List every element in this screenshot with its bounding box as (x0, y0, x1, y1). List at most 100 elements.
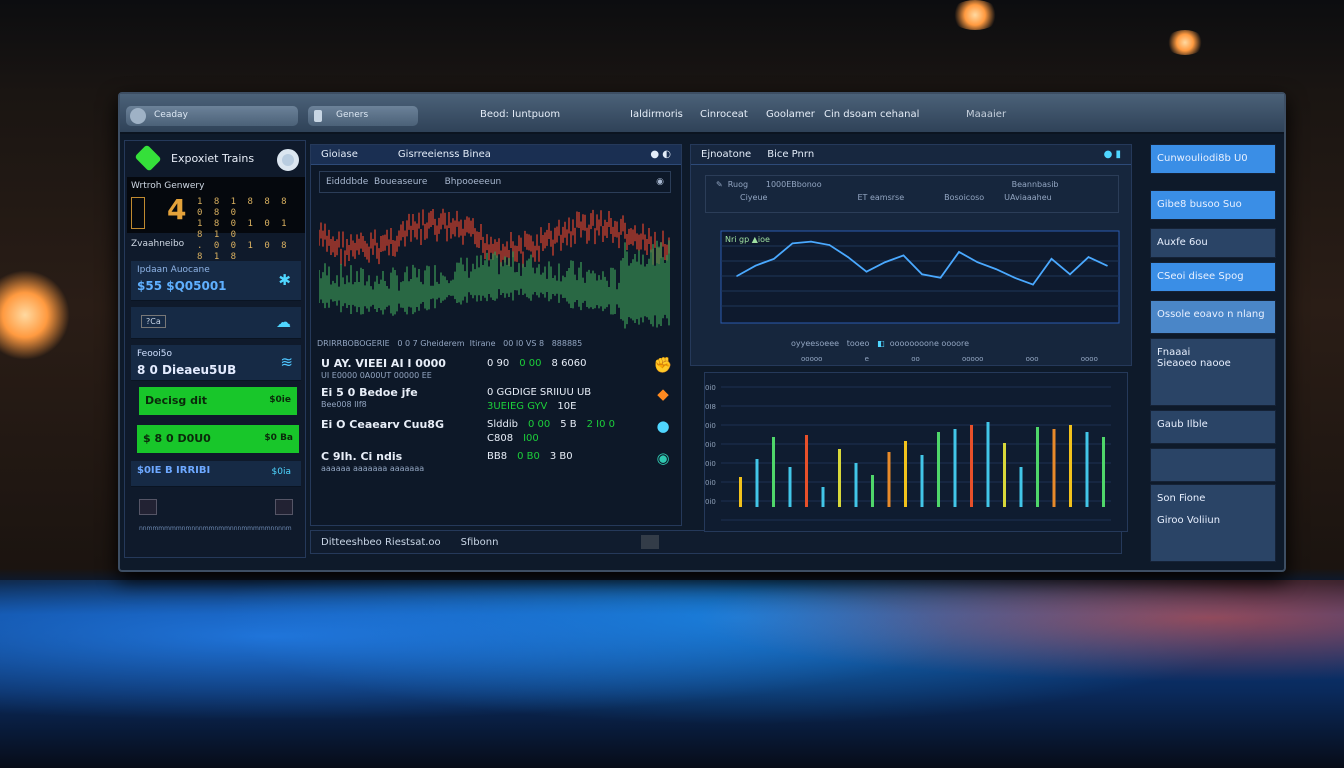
more-icon[interactable]: ● ◐ (650, 149, 671, 160)
data-point (828, 244, 831, 246)
volume-bar (739, 477, 742, 507)
data-point (736, 275, 738, 277)
tab-markets[interactable]: Gisrreeienss Binea (397, 149, 491, 160)
asset-row[interactable]: Ei 5 0 Bedoe jfe Bee008 IIf8 0 GGDIGE SRII… (321, 386, 673, 413)
card-value: $0ia (271, 467, 291, 477)
options-icon[interactable]: ◉ (656, 177, 664, 187)
asset-row[interactable]: Ei O Ceaearv Cuu8G Slddib 0 00 5 B 2 I0 0 C80… (321, 418, 673, 445)
coin-icon: ◉ (656, 449, 670, 467)
asset-values: 0 GGDIGE SRIIUU UB 3UEIEG GYV 10E (487, 386, 651, 413)
monitor: Ceaday Geners Beod: Iuntpuom Ialdirmoris… (118, 92, 1286, 572)
sidebar-item[interactable]: Auxfe 6ou (1150, 228, 1276, 258)
asset-value: 8 6060 (551, 358, 587, 369)
data-point (921, 273, 923, 276)
nav-item[interactable]: Ialdirmoris (630, 109, 683, 120)
asset-value: 0 B0 (517, 451, 540, 462)
tab-analysis[interactable]: Ejnoatone (701, 149, 752, 160)
data-point (754, 264, 757, 267)
sub-item[interactable]: Bhpooeeeun (444, 177, 502, 187)
sidebar-item[interactable]: Gibe8 busoo Suo (1150, 190, 1276, 220)
card-balance[interactable]: Ipdaan Auocane $55 $Q05001 ✱ (131, 261, 301, 301)
card-label: Ipdaan Auocane (137, 265, 210, 275)
folder-icon[interactable] (275, 499, 293, 515)
volume-bar (986, 422, 990, 507)
y-tick: 0i0 (705, 441, 716, 449)
red-waveform (319, 208, 670, 268)
sidebar-item[interactable]: Gaub Ilble (1150, 410, 1276, 444)
expand-icon[interactable] (641, 535, 659, 549)
search-input[interactable]: Ceaday (126, 106, 298, 126)
card-wallet[interactable]: ?Ca ☁ (131, 307, 301, 339)
fist-icon: ✊ (653, 356, 673, 374)
asset-name: C 9Ih. Ci ndis (321, 450, 403, 463)
tab-overview[interactable]: Gioiase (321, 149, 358, 160)
sidebar-item[interactable]: Fnaaai Sieaoeo naooe (1150, 338, 1276, 406)
data-point (995, 268, 997, 270)
sidebar-item[interactable]: Cunwouliodi8b U0 (1150, 144, 1276, 174)
volume-bar (854, 463, 858, 507)
chart-icon[interactable] (139, 499, 157, 515)
volume-bar (1003, 443, 1006, 507)
sidebar-item[interactable]: CSeoi disee Spog (1150, 262, 1276, 292)
asset-value: Slddib (487, 419, 518, 430)
axis-label: oooo (1080, 355, 1098, 363)
nav-item[interactable]: Cinroceat (700, 109, 748, 120)
ticker-digit: 4 (167, 193, 187, 226)
top-bar: Ceaday Geners Beod: Iuntpuom Ialdirmoris… (120, 94, 1284, 134)
sub-item[interactable]: Boueaseure (374, 177, 428, 187)
data-point (773, 258, 775, 260)
asset-values: BB8 0 B0 3 B0 (487, 450, 651, 463)
volume-bar-chart (721, 386, 1111, 521)
plot-area (720, 230, 1120, 324)
table-cell: UAviaaaheu (1004, 193, 1052, 202)
volume-bar (887, 452, 891, 507)
asset-value: 0 00 (519, 358, 542, 369)
wallet-label: ?Ca (141, 315, 166, 328)
asset-row[interactable]: C 9Ih. Ci ndis aaaaaa aaaaaaa aaaaaaa BB8 0… (321, 450, 673, 474)
nav-item[interactable]: Beod: Iuntpuom (480, 109, 561, 120)
lamp-light (0, 270, 70, 360)
asset-value: 10E (557, 401, 577, 412)
sidebar-item[interactable] (1150, 448, 1276, 482)
asset-row[interactable]: U AY. VIEEI AI I 0000 UI E0000 0A00UT 000… (321, 357, 673, 381)
pencil-icon[interactable]: ✎ (716, 180, 723, 189)
nav-item[interactable]: Cin dsoam cehanal (824, 109, 920, 120)
asset-name-block: Ei O Ceaearv Cuu8G (321, 418, 481, 431)
data-point (865, 270, 868, 273)
chart-footer: DRIRRBOBOGERIE 0 0 7 Gheiderem Itirane 0… (317, 339, 582, 348)
data-point (1087, 256, 1090, 258)
sub-item[interactable]: Eidddbde (326, 177, 369, 187)
sidebar-item[interactable]: Ossole eoavo n nlang (1150, 300, 1276, 334)
ceiling-light (950, 0, 1000, 30)
button-label: Decisg dit (145, 394, 208, 407)
nav-item[interactable]: Goolamer (766, 109, 815, 120)
card-label: Feooi5o (137, 349, 172, 359)
filter-pill[interactable]: Geners (308, 106, 418, 126)
bell-icon: ● (656, 417, 670, 435)
chart-footer-item: 00 I0 VS 8 (503, 339, 545, 348)
sell-button[interactable]: $ 8 0 D0U0 $0 Ba (137, 425, 299, 453)
chart-legend: oyyeesoeee tooeo ◧ oooooooone oooore (791, 339, 969, 348)
button-label: $ 8 0 D0U0 (143, 432, 211, 445)
volume-bar (1036, 427, 1039, 507)
data-point (810, 240, 812, 243)
line-chart-label: Nri gp ▲ioe (725, 235, 770, 244)
left-panel: Expoxiet Trains Wrtroh Genwery 4 1 8 1 8… (124, 140, 306, 558)
card-value: 8 0 Dieaeu5UB (137, 363, 237, 377)
y-tick: 0I8 (705, 403, 716, 411)
cursor-icon: ◧ (877, 339, 885, 348)
price-line-chart (720, 230, 1120, 324)
user-menu[interactable]: Maaaier (966, 109, 1007, 120)
table-header: Beannbasib (1011, 180, 1059, 189)
chart-footer-item: DRIRRBOBOGERIE (317, 339, 390, 348)
data-point (976, 261, 979, 264)
chart-footer-item: Itirane (469, 339, 496, 348)
volume-bar (920, 455, 924, 507)
filter-label: Geners (336, 110, 369, 120)
sidebar-item[interactable]: Son Fione Giroo Voliiun (1150, 484, 1276, 562)
card-portfolio[interactable]: Feooi5o 8 0 Dieaeu5UB ≋ (131, 345, 301, 381)
settings-icon[interactable] (277, 149, 299, 171)
card-orders[interactable]: $0IE B IRRIBI $0ia (131, 461, 301, 487)
buy-button[interactable]: Decisg dit $0ie (139, 387, 297, 415)
tab-price[interactable]: Bice Pnrn (767, 149, 815, 160)
